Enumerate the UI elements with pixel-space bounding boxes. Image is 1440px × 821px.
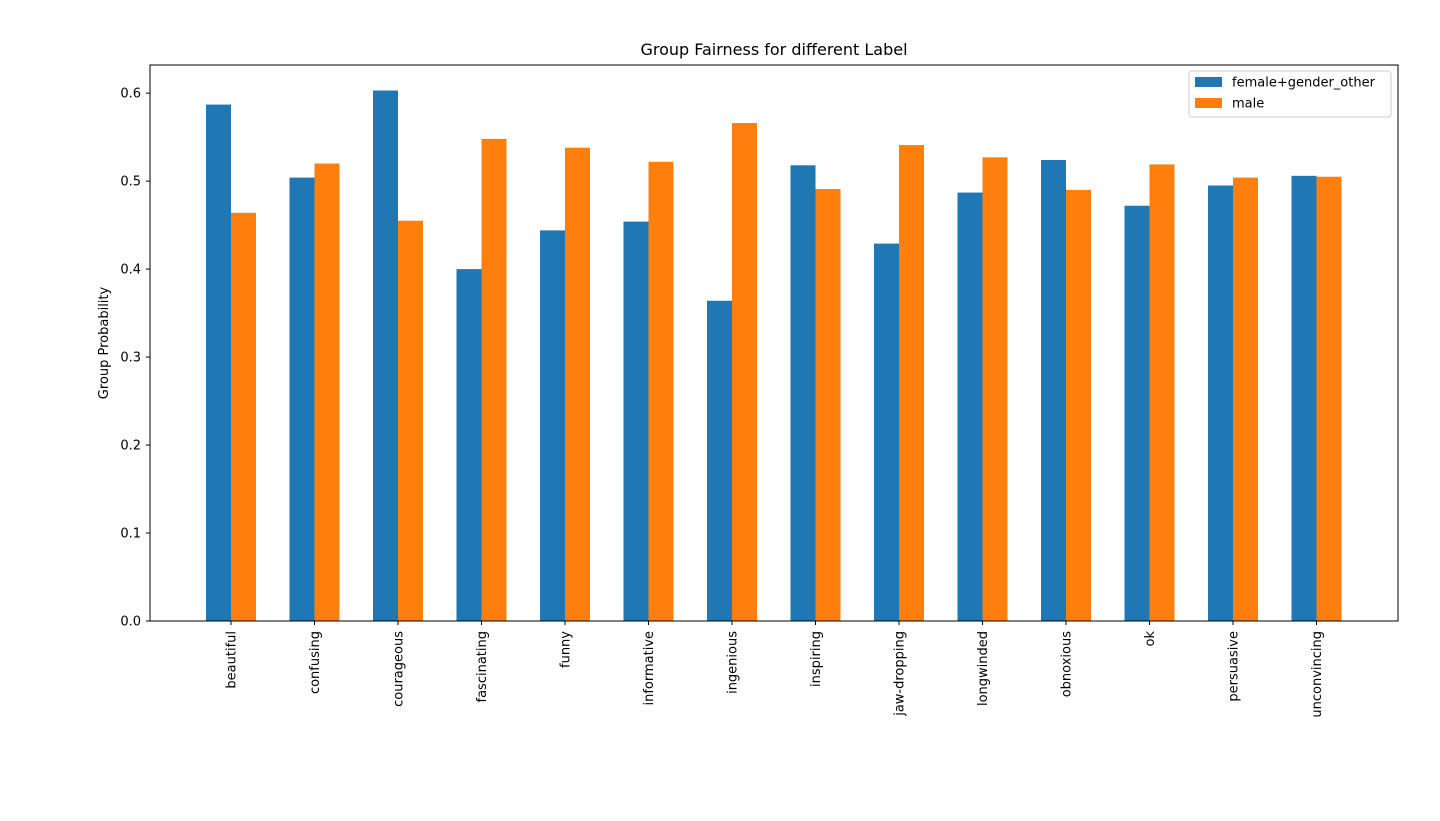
bar-female-ingenious [707, 300, 732, 621]
bar-female-inspiring [790, 165, 816, 621]
x-tick-label: confusing [308, 631, 323, 694]
bar-female-informative [623, 221, 649, 621]
bar-male-jaw-dropping [899, 145, 924, 622]
x-tick-label: jaw-dropping [893, 631, 908, 717]
bar-male-unconvincing [1316, 176, 1342, 621]
bar-male-beautiful [231, 212, 256, 621]
x-tick-label: informative [642, 631, 657, 706]
bar-male-longwinded [982, 157, 1008, 621]
y-tick-label: 0.3 [120, 351, 141, 366]
x-tick-label: persuasive [1227, 631, 1242, 702]
bar-male-inspiring [815, 189, 841, 621]
legend-swatch [1195, 77, 1222, 87]
x-tick-label: unconvincing [1310, 631, 1325, 718]
x-tick-label: fascinating [475, 631, 490, 702]
x-tick-label: courageous [392, 631, 407, 707]
x-tick-label: longwinded [976, 631, 991, 706]
y-axis: 0.0 0.1 0.2 0.3 0.4 0.5 0.6 [120, 87, 150, 630]
legend-box [1188, 70, 1392, 118]
y-tick-label: 0.1 [120, 527, 141, 542]
bar-female-obnoxious [1041, 160, 1066, 621]
x-tick-label: obnoxious [1060, 631, 1075, 697]
bars-layer [206, 90, 1342, 622]
bar-female-fascinating [456, 269, 482, 621]
bar-female-beautiful [206, 104, 231, 621]
x-tick-label: ingenious [726, 631, 741, 694]
x-tick-label: funny [559, 631, 574, 668]
bar-female-longwinded [957, 192, 983, 621]
y-tick-label: 0.4 [120, 263, 141, 278]
bar-male-courageous [398, 220, 423, 621]
y-tick-label: 0.2 [120, 439, 141, 454]
bar-male-persuasive [1233, 177, 1258, 621]
legend-label: male [1232, 97, 1264, 112]
bar-female-courageous [373, 90, 398, 622]
legend-swatch [1195, 98, 1222, 108]
bar-male-funny [565, 147, 590, 621]
x-tick-label: beautiful [225, 631, 240, 689]
x-tick-label: ok [1143, 631, 1158, 647]
bar-female-unconvincing [1291, 175, 1317, 622]
bar-male-ingenious [732, 123, 757, 621]
plot-frame [149, 64, 1399, 622]
bar-male-obnoxious [1066, 189, 1091, 621]
bar-male-ok [1149, 164, 1175, 622]
chart-title: Group Fairness for different Label [640, 40, 907, 59]
x-axis: beautiful confusing courageous fascinating f… [225, 621, 1325, 718]
bar-female-jaw-dropping [874, 243, 899, 621]
bar-female-confusing [289, 177, 315, 621]
bar-female-persuasive [1208, 185, 1233, 621]
bar-female-ok [1124, 205, 1150, 621]
y-tick-label: 0.6 [120, 87, 141, 102]
bar-male-informative [648, 161, 674, 621]
y-tick-label: 0.5 [120, 175, 141, 190]
bar-female-funny [540, 230, 565, 622]
bar-male-fascinating [481, 138, 507, 621]
y-axis-label: Group Probability [97, 286, 112, 399]
y-tick-label: 0.0 [120, 615, 141, 630]
x-tick-label: inspiring [809, 631, 824, 687]
bar-male-confusing [314, 163, 340, 621]
legend-label: female+gender_other [1232, 76, 1376, 91]
